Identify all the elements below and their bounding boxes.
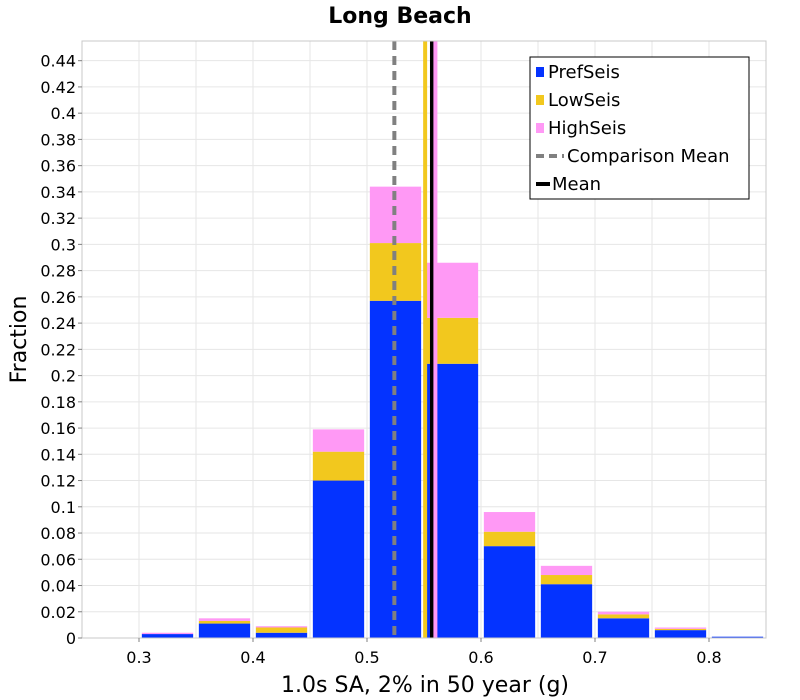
y-tick-label: 0.14 (40, 445, 76, 464)
bar-lowseis-3 (312, 451, 365, 481)
y-axis-label: Fraction (7, 296, 32, 384)
y-tick-label: 0.04 (40, 577, 76, 596)
y-tick-label: 0.26 (40, 288, 76, 307)
bar-lowseis-1 (198, 620, 251, 624)
legend-label-highseis: HighSeis (548, 118, 626, 139)
y-tick-label: 0.32 (40, 209, 76, 228)
legend: PrefSeis LowSeis HighSeis Comparison Mean Me… (529, 56, 750, 200)
bar-prefseis-6 (483, 546, 536, 638)
y-tick-label: 0.42 (40, 78, 76, 97)
legend-label-mean: Mean (552, 174, 601, 195)
plot-border (81, 40, 767, 639)
bar-highseis-9 (654, 627, 707, 629)
x-tick-label: 0.8 (696, 648, 721, 667)
legend-label-lowseis: LowSeis (548, 90, 620, 111)
y-tick-label: 0.34 (40, 183, 76, 202)
bar-highseis-6 (483, 512, 536, 532)
legend-label-prefseis: PrefSeis (548, 62, 620, 83)
legend-swatch-lowseis (536, 95, 544, 105)
y-tick-label: 0.44 (40, 52, 76, 71)
bar-highseis-8 (597, 611, 650, 615)
x-tick-label: 0.6 (468, 648, 493, 667)
bar-highseis-0 (141, 632, 194, 635)
y-tick-label: 0.06 (40, 550, 76, 569)
legend-label-comparison-mean: Comparison Mean (567, 146, 730, 167)
bar-highseis-3 (312, 429, 365, 452)
bar-lowseis-6 (483, 531, 536, 547)
x-tick-label: 0.3 (126, 648, 151, 667)
y-tick-label: 0.2 (51, 367, 76, 386)
bar-prefseis-2 (255, 632, 308, 638)
x-axis-label: 1.0s SA, 2% in 50 year (g) (281, 673, 569, 698)
x-tick-label: 0.4 (240, 648, 265, 667)
bar-prefseis-3 (312, 480, 365, 638)
bar-lowseis-8 (597, 614, 650, 619)
y-tick-label: 0.38 (40, 130, 76, 149)
legend-swatch-highseis (536, 123, 544, 133)
y-tick-label: 0.08 (40, 524, 76, 543)
legend-swatch-prefseis (536, 67, 544, 77)
x-tick-label: 0.5 (354, 648, 379, 667)
y-tick-label: 0.36 (40, 157, 76, 176)
y-tick-label: 0.22 (40, 340, 76, 359)
y-tick-label: 0.28 (40, 262, 76, 281)
y-tick-label: 0.24 (40, 314, 76, 333)
bar-prefseis-7 (540, 584, 593, 638)
legend-box (529, 56, 750, 200)
y-tick-label: 0 (66, 629, 76, 648)
bar-lowseis-2 (255, 627, 308, 633)
y-tick-label: 0.1 (51, 498, 76, 517)
y-tick-label: 0.12 (40, 472, 76, 491)
bar-prefseis-1 (198, 623, 251, 638)
bar-prefseis-0 (141, 634, 194, 638)
bar-lowseis-7 (540, 575, 593, 585)
chart-title: Long Beach (328, 4, 471, 29)
x-tick-label: 0.7 (582, 648, 607, 667)
y-tick-label: 0.18 (40, 393, 76, 412)
bar-highseis-2 (255, 626, 308, 628)
bar-highseis-1 (198, 618, 251, 621)
bar-lowseis-9 (654, 628, 707, 631)
bar-prefseis-8 (597, 618, 650, 638)
bar-prefseis-10 (711, 636, 764, 638)
bar-prefseis-9 (654, 630, 707, 638)
y-tick-label: 0.3 (51, 235, 76, 254)
y-tick-label: 0.16 (40, 419, 76, 438)
y-tick-label: 0.02 (40, 603, 76, 622)
bar-highseis-7 (540, 565, 593, 576)
y-tick-label: 0.4 (51, 104, 76, 123)
